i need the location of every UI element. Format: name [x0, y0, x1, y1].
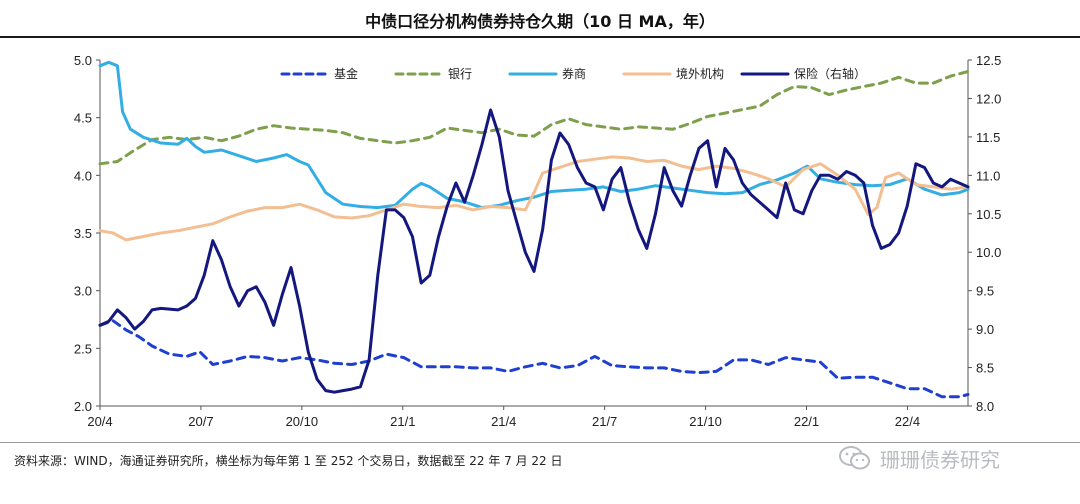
y-right-tick-label: 9.5: [976, 284, 994, 299]
line-chart: 5.0 4.5 4.0 3.5 3.0 2.5 2.0 12.5 12.0 11.5 11.0 10.…: [74, 53, 1001, 429]
legend-label-2: 券商: [562, 66, 586, 81]
y-right-tick-label: 8.5: [976, 361, 994, 376]
x-tick-label: 22/4: [895, 414, 920, 429]
series-line-4: [98, 108, 970, 394]
x-tick-label: 21/7: [592, 414, 617, 429]
y-right-tick-label: 9.0: [976, 322, 994, 337]
series-line-1: [98, 70, 970, 166]
y-right-tick-label: 10.5: [976, 207, 1001, 222]
y-right-tick-label: 8.0: [976, 399, 994, 414]
y-right-tick-label: 12.0: [976, 91, 1001, 106]
x-tick-label: 21/4: [491, 414, 516, 429]
x-tick-label: 20/10: [286, 414, 319, 429]
legend-label-1: 银行: [448, 67, 472, 81]
series-line-0: [98, 319, 970, 399]
y-left-tick-label: 4.5: [74, 111, 92, 126]
y-left-tick-label: 2.0: [74, 399, 92, 414]
y-left-tick-label: 4.0: [74, 168, 92, 183]
legend-label-3: 境外机构: [676, 66, 724, 81]
x-tick-label: 22/1: [794, 414, 819, 429]
source-note: 资料来源：WIND，海通证券研究所，横坐标为每年第 1 至 252 个交易日，数…: [14, 454, 563, 468]
x-tick-label: 20/7: [188, 414, 213, 429]
y-right-tick-label: 11.5: [976, 130, 1000, 145]
y-right-tick-label: 12.5: [976, 53, 1001, 68]
y-left-tick-label: 5.0: [74, 53, 92, 68]
y-left-tick-label: 3.5: [74, 226, 92, 241]
x-tick-label: 21/10: [689, 414, 722, 429]
y-right-tick-label: 11.0: [976, 168, 1000, 183]
watermark-text: 珊珊债券研究: [880, 447, 1000, 472]
wechat-icon: [839, 446, 870, 470]
bottom-rule: [0, 442, 1080, 443]
legend-label-0: 基金: [334, 66, 358, 81]
x-tick-label: 21/1: [390, 414, 415, 429]
y-right-tick-label: 10.0: [976, 245, 1001, 260]
y-left-tick-label: 3.0: [74, 284, 92, 299]
title-rule: [0, 36, 1080, 38]
chart-title: 中债口径分机构债券持仓久期（10 日 MA，年）: [365, 12, 715, 31]
x-tick-label: 20/4: [87, 414, 112, 429]
y-left-tick-label: 2.5: [74, 341, 92, 356]
watermark: 珊珊债券研究: [838, 440, 1000, 476]
legend-label-4: 保险（右轴）: [794, 66, 866, 81]
